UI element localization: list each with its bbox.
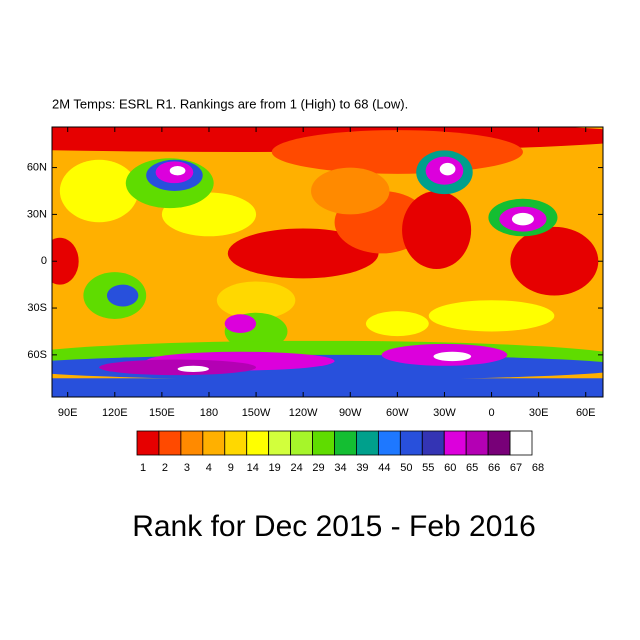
colorbar-box [487, 430, 511, 456]
field-patch [402, 190, 472, 270]
field-patch [433, 351, 472, 362]
y-tick-label: 60S [27, 349, 47, 361]
colorbar-box [377, 430, 401, 456]
colorbar-label: 24 [290, 462, 302, 474]
colorbar-label: 3 [184, 462, 190, 474]
field-patch [106, 284, 139, 307]
y-tick-label: 0 [41, 255, 47, 267]
colorbar-box [224, 430, 248, 456]
colorbar-box [356, 430, 379, 456]
colorbar-box [399, 430, 423, 456]
colorbar-label: 60 [444, 462, 456, 474]
x-tick-label: 150W [242, 407, 271, 419]
field-patch [177, 365, 209, 373]
field-patch [365, 311, 429, 337]
x-tick-label: 60W [386, 407, 409, 419]
x-tick-label: 0 [488, 407, 494, 419]
field-patch [59, 159, 139, 223]
field-patch [428, 300, 555, 332]
colorbar-label: 65 [466, 462, 478, 474]
y-tick-label: 30N [27, 208, 47, 220]
colorbar-label: 34 [334, 462, 346, 474]
field-patch [169, 166, 186, 176]
colorbar-label: 4 [206, 462, 212, 474]
colorbar-box [180, 430, 204, 456]
field-patch [511, 212, 534, 226]
field-patch [224, 314, 257, 334]
x-tick-label: 90E [58, 407, 78, 419]
field-patch [271, 130, 523, 174]
x-tick-label: 30E [529, 407, 549, 419]
colorbar-label: 39 [356, 462, 368, 474]
field-band [52, 378, 603, 397]
colorbar-label: 9 [228, 462, 234, 474]
rank-field [52, 127, 603, 397]
field-patch [216, 281, 296, 319]
colorbar-box [246, 430, 270, 456]
x-tick-label: 90W [339, 407, 362, 419]
colorbar-label: 1 [140, 462, 146, 474]
x-tick-label: 120E [102, 407, 128, 419]
x-tick-label: 30W [433, 407, 456, 419]
field-patch [510, 226, 599, 296]
colorbar-label: 67 [510, 462, 522, 474]
colorbar-box [465, 430, 489, 456]
caption: Rank for Dec 2015 - Feb 2016 [132, 510, 536, 543]
colorbar-box [421, 430, 445, 456]
y-tick-label: 60N [27, 161, 47, 173]
colorbar-label: 55 [422, 462, 434, 474]
x-tick-label: 180 [200, 407, 218, 419]
colorbar-box [202, 430, 226, 456]
x-tick-label: 120W [289, 407, 318, 419]
colorbar-box [334, 430, 357, 456]
colorbar-box [443, 430, 467, 456]
colorbar-box [312, 430, 335, 456]
field-patch [99, 359, 257, 376]
field-patch [439, 162, 456, 176]
field-patch [227, 228, 379, 279]
colorbar-label: 66 [488, 462, 500, 474]
colorbar-label: 19 [269, 462, 281, 474]
colorbar-box [290, 430, 313, 456]
colorbar-box [509, 430, 533, 456]
field-patch [52, 237, 79, 285]
x-tick-label: 150E [149, 407, 175, 419]
colorbar-label: 68 [532, 462, 544, 474]
colorbar-box [136, 430, 160, 456]
colorbar-box [268, 430, 292, 456]
field-patch [311, 167, 390, 215]
colorbar-label: 50 [400, 462, 412, 474]
y-tick-label: 30S [27, 302, 47, 314]
chart-title: 2M Temps: ESRL R1. Rankings are from 1 (… [52, 96, 408, 111]
colorbar-box [158, 430, 182, 456]
map-frame [51, 126, 604, 398]
colorbar-label: 2 [162, 462, 168, 474]
colorbar-label: 44 [378, 462, 390, 474]
colorbar-label: 29 [312, 462, 324, 474]
colorbar-label: 14 [247, 462, 259, 474]
x-tick-label: 60E [576, 407, 596, 419]
